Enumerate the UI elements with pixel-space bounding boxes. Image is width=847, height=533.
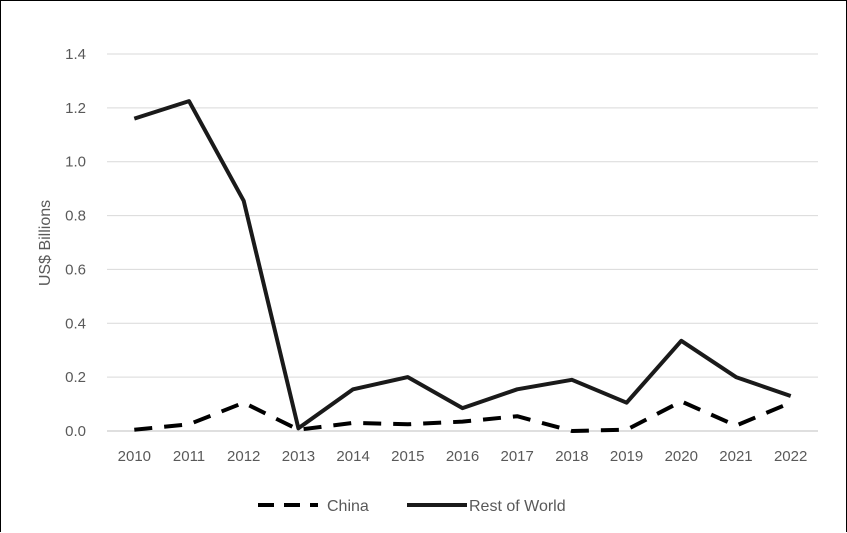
x-tick-label: 2020 — [665, 448, 698, 465]
x-tick-label: 2017 — [501, 448, 534, 465]
x-tick-label: 2010 — [118, 448, 151, 465]
y-axis-ticks: 0.0 0.2 0.4 0.6 0.8 1.0 1.2 1.4 — [65, 46, 86, 440]
x-tick-label: 2013 — [282, 448, 315, 465]
x-tick-label: 2012 — [227, 448, 260, 465]
legend-label: China — [327, 498, 369, 515]
legend-label: Rest of World — [469, 498, 566, 515]
x-tick-label: 2019 — [610, 448, 643, 465]
y-tick-label: 0.2 — [65, 369, 86, 386]
y-tick-label: 1.2 — [65, 100, 86, 117]
x-tick-label: 2014 — [336, 448, 369, 465]
series-line-rest-of-world — [133, 99, 792, 431]
y-tick-label: 1.4 — [65, 46, 86, 63]
x-axis-ticks: 2010 2011 2012 2013 2014 2015 2016 2017 2018 2019… — [118, 448, 808, 465]
x-tick-label: 2018 — [555, 448, 588, 465]
y-axis-title: US$ Billions — [37, 200, 54, 286]
y-tick-label: 0.4 — [65, 315, 86, 332]
x-tick-label: 2022 — [774, 448, 807, 465]
x-tick-label: 2011 — [173, 448, 205, 465]
series-lines — [133, 99, 792, 433]
legend: China Rest of World — [258, 498, 566, 515]
gridlines — [107, 53, 818, 432]
x-tick-label: 2021 — [719, 448, 752, 465]
y-tick-label: 0.6 — [65, 261, 86, 278]
y-tick-label: 1.0 — [65, 154, 86, 171]
y-tick-label: 0.0 — [65, 423, 86, 440]
y-tick-label: 0.8 — [65, 208, 86, 225]
x-tick-label: 2016 — [446, 448, 479, 465]
x-tick-label: 2015 — [391, 448, 424, 465]
series-line-china — [134, 399, 792, 433]
